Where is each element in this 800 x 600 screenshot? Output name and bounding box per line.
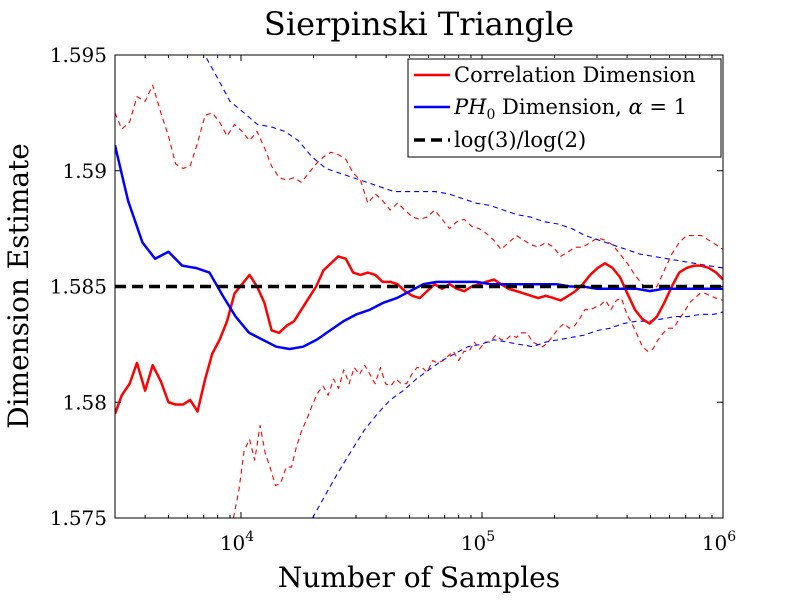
legend-label-ph0: PH0 Dimension, α = 1 <box>453 95 687 123</box>
axis-ticks: 1.575 1.58 1.585 1.59 1.595 104 105 106 <box>50 43 737 555</box>
legend-ph-rest: Dimension, <box>495 95 628 119</box>
series-line-1 <box>115 84 723 292</box>
legend-label-correlation: Correlation Dimension <box>454 63 696 87</box>
series-line-5 <box>312 311 723 518</box>
y-tick-label: 1.595 <box>50 43 107 67</box>
legend-alpha-value: = 1 <box>643 95 687 119</box>
series-line-0 <box>115 255 723 415</box>
y-tick-label: 1.58 <box>62 390 107 414</box>
series-group <box>115 55 723 518</box>
x-tick-label: 105 <box>461 529 495 555</box>
y-axis-label: Dimension Estimate <box>2 143 35 429</box>
x-tick-label: 104 <box>220 529 254 555</box>
legend: Correlation Dimension PH0 Dimension, α =… <box>407 58 722 158</box>
y-tick-label: 1.585 <box>50 275 107 299</box>
series-line-4 <box>204 55 723 269</box>
legend-ph-subscript: 0 <box>486 107 495 123</box>
x-axis-label: Number of Samples <box>278 561 560 594</box>
x-tick-label: 106 <box>702 529 736 555</box>
legend-ph-text: PH <box>453 95 487 119</box>
axes-frame <box>114 54 724 519</box>
y-tick-label: 1.59 <box>62 159 107 183</box>
legend-alpha: α <box>628 95 642 119</box>
legend-label-reference: log(3)/log(2) <box>454 128 586 152</box>
legend-box <box>407 58 722 158</box>
chart-title: Sierpinski Triangle <box>264 5 574 43</box>
y-tick-label: 1.575 <box>50 506 107 530</box>
